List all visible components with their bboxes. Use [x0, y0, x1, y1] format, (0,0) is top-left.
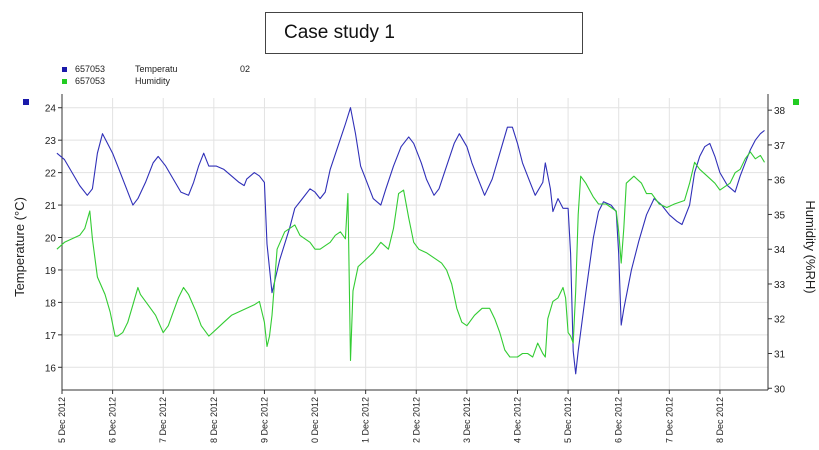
y-tick-label: 19 — [45, 266, 57, 277]
gridlines — [61, 98, 768, 390]
y-tick-label: 17 — [45, 331, 57, 342]
humidity-line — [56, 151, 765, 362]
y-tick-label: 24 — [45, 104, 57, 115]
y2-tick-label: 32 — [774, 315, 786, 326]
axes: 16 17 18 19 20 21 22 23 24 30 31 32 33 34 35 36 37 38 5 De… — [45, 94, 786, 443]
x-tick-label: 5 Dec 2012 — [563, 397, 573, 443]
right-axis-color-marker — [793, 99, 799, 105]
y2-tick-label: 37 — [774, 141, 786, 152]
y2-tick-label: 38 — [774, 106, 786, 117]
legend-swatch-humidity — [62, 79, 67, 84]
legend-label-temperature: Temperatu — [135, 64, 178, 74]
x-tick-label: 7 Dec 2012 — [158, 397, 168, 443]
chart-title-box: Case study 1 — [265, 12, 583, 54]
x-tick-label: 6 Dec 2012 — [614, 397, 624, 443]
y2-tick-label: 36 — [774, 176, 786, 187]
legend-series-id: 657053 — [75, 64, 106, 74]
left-axis-color-marker — [23, 99, 29, 105]
series — [56, 107, 765, 375]
chart-title: Case study 1 — [284, 22, 395, 43]
y-tick-label: 20 — [45, 234, 57, 245]
y2-tick-label: 35 — [774, 210, 786, 221]
legend-series-id: 657053 — [75, 76, 106, 86]
y2-tick-label: 34 — [774, 245, 786, 256]
y-axis-title: Temperature (°C) — [12, 197, 27, 297]
x-tick-label: 4 Dec 2012 — [512, 397, 522, 443]
x-tick-label: 2 Dec 2012 — [411, 397, 421, 443]
legend-label-humidity: Humidity — [135, 76, 171, 86]
y-tick-label: 16 — [45, 363, 57, 374]
y-tick-label: 21 — [45, 201, 57, 212]
y-tick-label: 23 — [45, 136, 57, 147]
y2-tick-label: 31 — [774, 350, 786, 361]
x-tick-label: 3 Dec 2012 — [462, 397, 472, 443]
y-tick-label: 18 — [45, 298, 57, 309]
y2-tick-label: 30 — [774, 384, 786, 395]
legend-swatch-temperature — [62, 67, 67, 72]
x-tick-label: 0 Dec 2012 — [310, 397, 320, 443]
y2-tick-label: 33 — [774, 280, 786, 291]
x-tick-label: 6 Dec 2012 — [108, 397, 118, 443]
x-tick-label: 9 Dec 2012 — [259, 397, 269, 443]
y2-axis-title: Humidity (%RH) — [803, 200, 818, 293]
x-tick-label: 8 Dec 2012 — [715, 397, 725, 443]
temperature-line — [56, 107, 765, 375]
x-tick-label: 1 Dec 2012 — [361, 397, 371, 443]
x-tick-label: 8 Dec 2012 — [209, 397, 219, 443]
legend-extra-text: 02 — [240, 64, 251, 74]
x-tick-label: 7 Dec 2012 — [664, 397, 674, 443]
y-tick-label: 22 — [45, 169, 57, 180]
x-tick-label: 5 Dec 2012 — [57, 397, 67, 443]
